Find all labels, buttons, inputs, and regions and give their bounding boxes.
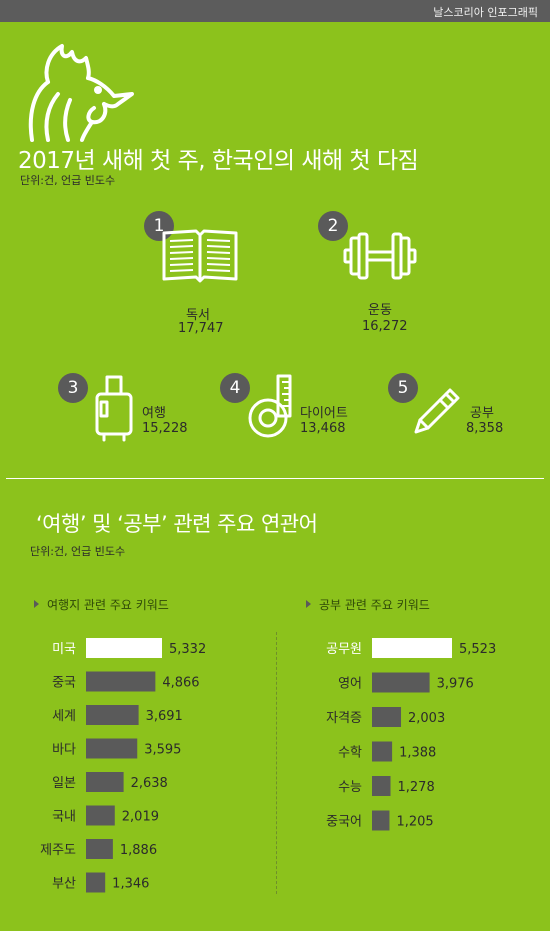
bar xyxy=(86,772,124,792)
category-label: 미국 xyxy=(52,642,76,657)
value-label: 2,003 xyxy=(408,711,445,726)
rank-label-5: 공부 xyxy=(470,406,494,421)
value-label: 1,388 xyxy=(399,746,436,761)
category-label: 수능 xyxy=(338,780,362,795)
value-label: 2,638 xyxy=(131,776,168,791)
bar xyxy=(86,671,156,692)
value-label: 1,278 xyxy=(398,780,435,795)
rank-badge-2: 2 xyxy=(318,211,348,241)
bar xyxy=(86,805,115,826)
value-label: 3,691 xyxy=(146,709,183,724)
category-label: 영어 xyxy=(338,677,362,692)
triangle-bullet-icon xyxy=(34,600,39,608)
category-label: 제주도 xyxy=(40,843,76,858)
travel-chart-title-text: 여행지 관련 주요 키워드 xyxy=(47,598,169,612)
section-subtitle: ‘여행’ 및 ‘공부’ 관련 주요 연관어 xyxy=(36,512,318,536)
value-label: 4,866 xyxy=(162,676,199,691)
category-label: 중국 xyxy=(52,676,76,691)
category-label: 공무원 xyxy=(326,642,362,657)
value-label: 2,019 xyxy=(122,810,159,825)
rank-label-2: 운동 xyxy=(368,303,392,318)
dumbbell-icon xyxy=(343,232,417,280)
study-chart-title-text: 공부 관련 주요 키워드 xyxy=(319,598,430,612)
unit-label-bottom: 단위:건, 언급 빈도수 xyxy=(30,545,126,558)
rank-value-3: 15,228 xyxy=(142,421,188,436)
section-divider xyxy=(6,478,544,479)
bar xyxy=(86,638,162,658)
rank-value-1: 17,747 xyxy=(178,321,224,336)
category-label: 부산 xyxy=(52,877,76,892)
bar xyxy=(372,741,393,762)
main-title: 2017년 새해 첫 주, 한국인의 새해 첫 다짐 xyxy=(18,148,419,174)
bar xyxy=(86,738,138,759)
bar xyxy=(372,638,452,658)
value-label: 3,976 xyxy=(437,677,474,692)
bar xyxy=(372,776,391,796)
category-label: 바다 xyxy=(52,743,76,758)
study-keyword-chart: 공무원 5,523 영어 3,976 자격증 2,003 수학 1,388 수능 1,278 중국어… xyxy=(326,638,496,831)
category-label: 자격증 xyxy=(326,711,362,726)
tape-measure-icon xyxy=(248,374,292,438)
travel-chart-title: 여행지 관련 주요 키워드 xyxy=(34,596,169,613)
rank-value-4: 13,468 xyxy=(300,421,346,436)
rank-label-4: 다이어트 xyxy=(300,406,348,421)
category-label: 세계 xyxy=(52,709,76,724)
rank-badge-4: 4 xyxy=(220,373,250,403)
triangle-bullet-icon xyxy=(306,600,311,608)
unit-label-top: 단위:건, 언급 빈도수 xyxy=(20,174,116,187)
credit-text: 날스코리아 인포그래픽 xyxy=(433,6,538,19)
travel-keyword-chart: 미국 5,332 중국 4,866 세계 3,691 바다 3,595 일본 2,638 국내 2,0… xyxy=(40,638,206,893)
study-chart-title: 공부 관련 주요 키워드 xyxy=(306,596,430,613)
top-bar: 날스코리아 인포그래픽 xyxy=(0,0,550,22)
category-label: 중국어 xyxy=(326,815,362,830)
value-label: 1,886 xyxy=(120,843,157,858)
suitcase-icon xyxy=(95,375,133,442)
bar xyxy=(372,707,402,727)
value-label: 5,523 xyxy=(459,642,496,657)
pencil-icon xyxy=(414,388,460,434)
chart-divider xyxy=(276,632,277,894)
bar xyxy=(372,672,430,693)
category-label: 일본 xyxy=(52,776,76,791)
value-label: 1,205 xyxy=(396,815,433,830)
rank-value-2: 16,272 xyxy=(362,319,408,334)
value-label: 3,595 xyxy=(144,743,181,758)
bar xyxy=(86,872,106,893)
bar xyxy=(86,839,113,859)
rank-value-5: 8,358 xyxy=(466,421,504,436)
rank-badge-3: 3 xyxy=(58,373,88,403)
rank-label-1: 독서 xyxy=(186,308,210,323)
bar xyxy=(86,705,139,725)
bar xyxy=(372,810,390,831)
rank-label-3: 여행 xyxy=(142,406,166,421)
rank-badge-5: 5 xyxy=(388,373,418,403)
rooster-icon xyxy=(28,44,134,142)
value-label: 1,346 xyxy=(112,877,149,892)
book-icon xyxy=(162,229,238,283)
category-label: 수학 xyxy=(338,746,362,761)
value-label: 5,332 xyxy=(169,642,206,657)
category-label: 국내 xyxy=(52,810,76,825)
rank-badge-1: 1 xyxy=(144,211,174,241)
